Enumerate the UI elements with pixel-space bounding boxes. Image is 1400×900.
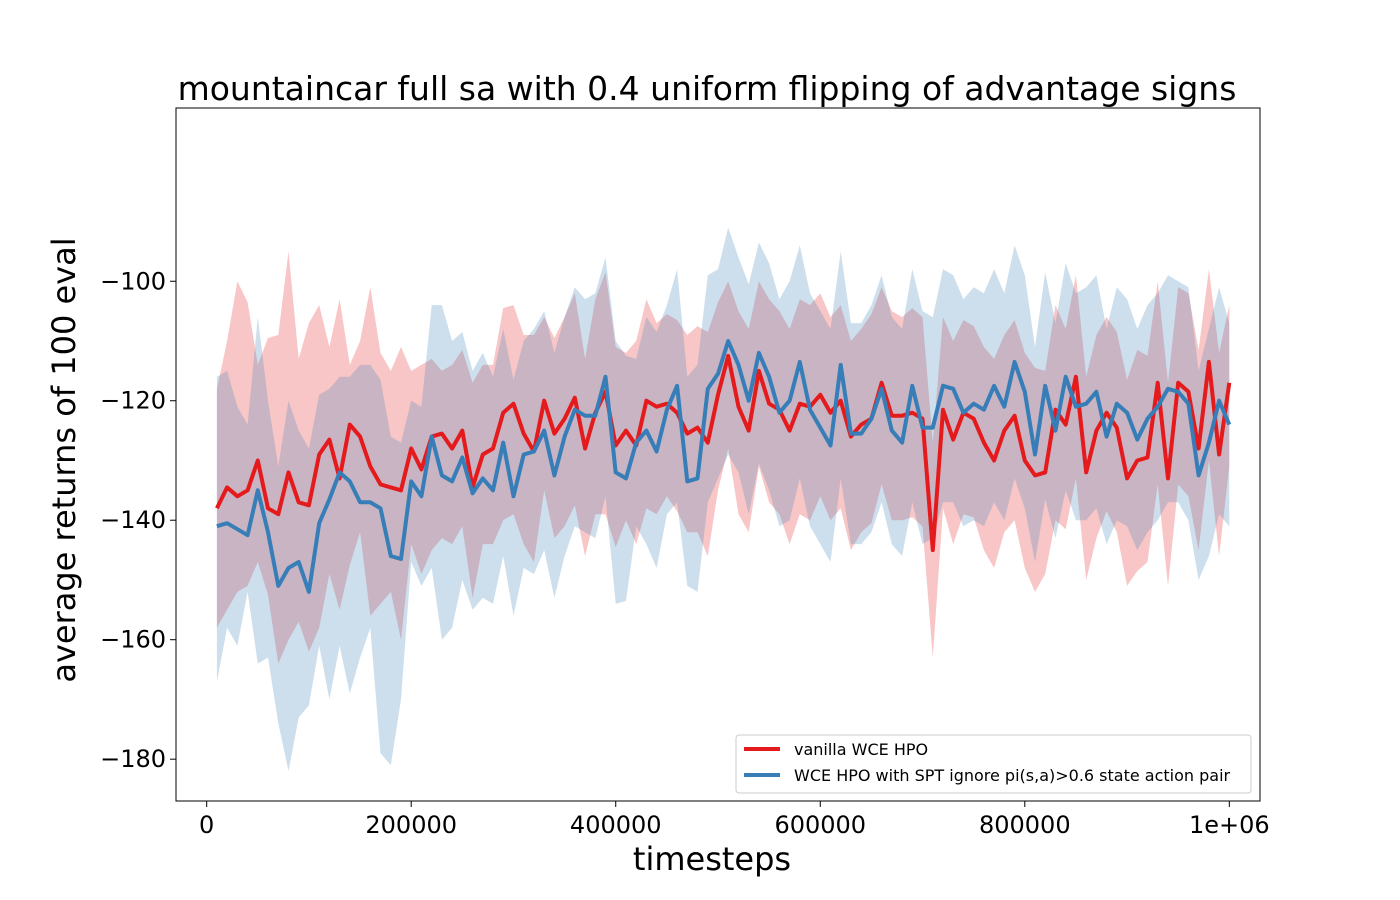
confidence-bands bbox=[216, 227, 1230, 772]
x-tick-label: 400000 bbox=[570, 811, 662, 839]
x-tick-label: 600000 bbox=[774, 811, 866, 839]
legend: vanilla WCE HPO WCE HPO with SPT ignore … bbox=[735, 734, 1252, 794]
y-tick-label: −140 bbox=[100, 506, 166, 534]
legend-label-vanilla: vanilla WCE HPO bbox=[794, 740, 928, 759]
legend-label-spt: WCE HPO with SPT ignore pi(s,a)>0.6 stat… bbox=[794, 766, 1231, 785]
line-series-0 bbox=[215, 353, 1232, 553]
y-tick-label: −100 bbox=[100, 267, 166, 295]
band-series-0 bbox=[216, 251, 1230, 664]
x-tick-label: 200000 bbox=[365, 811, 457, 839]
line-series-1 bbox=[216, 339, 1232, 594]
legend-box bbox=[735, 734, 1252, 794]
band-series-1 bbox=[216, 227, 1230, 772]
chart-title: mountaincar full sa with 0.4 uniform fli… bbox=[178, 69, 1237, 108]
y-tick-label: −120 bbox=[100, 387, 166, 415]
x-tick-label: 1e+06 bbox=[1189, 811, 1270, 839]
x-tick-label: 0 bbox=[199, 811, 214, 839]
x-tick-label: 800000 bbox=[979, 811, 1071, 839]
x-axis-label: timesteps bbox=[633, 840, 791, 878]
y-tick-label: −160 bbox=[100, 626, 166, 654]
y-tick-label: −180 bbox=[100, 745, 166, 773]
plot-frame bbox=[175, 107, 1261, 802]
y-axis-ticks: −100 −120 −140 −160 −180 bbox=[100, 267, 176, 773]
x-axis-ticks: 0 200000 400000 600000 800000 1e+06 bbox=[199, 801, 1270, 839]
series-lines bbox=[215, 339, 1232, 594]
y-axis-label: average returns of 100 eval bbox=[45, 237, 83, 682]
